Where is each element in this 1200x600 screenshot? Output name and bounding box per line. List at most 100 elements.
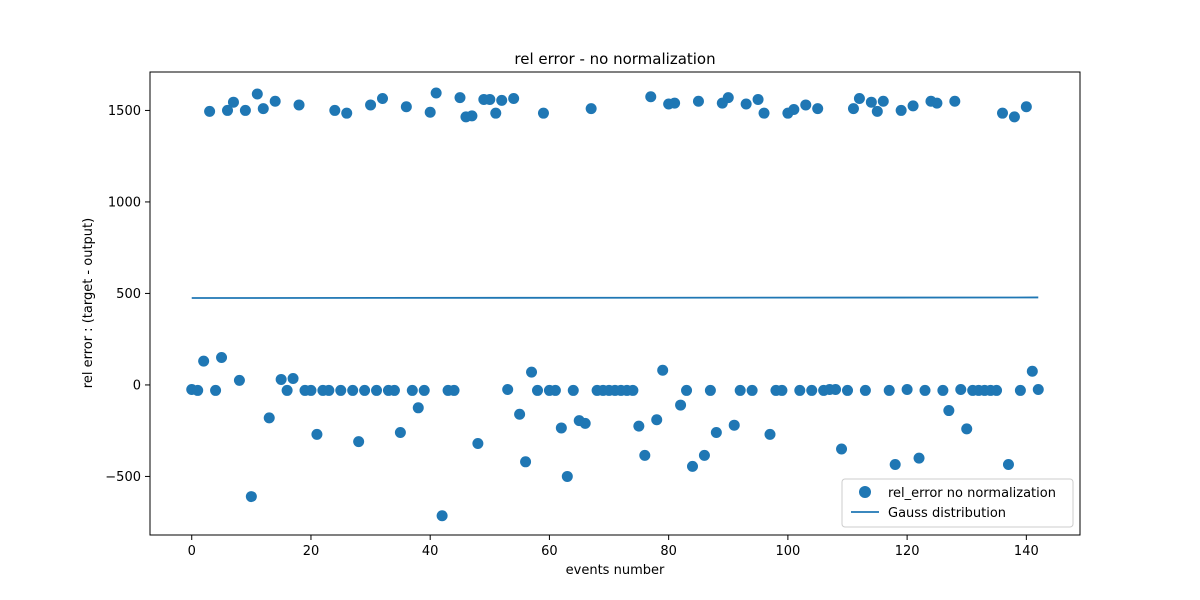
data-point <box>496 94 508 106</box>
data-point <box>263 412 275 424</box>
data-point <box>222 104 233 116</box>
y-tick-label: 0 <box>133 378 141 393</box>
legend-marker-scatter <box>859 486 871 498</box>
x-tick-label: 100 <box>775 544 800 559</box>
data-point <box>490 107 502 119</box>
data-point <box>937 384 949 396</box>
data-point <box>549 384 561 396</box>
data-point <box>639 449 651 461</box>
data-point <box>377 93 388 105</box>
chart-title: rel error - no normalization <box>514 50 715 68</box>
legend-label-scatter: rel_error no normalization <box>888 486 1056 501</box>
data-point <box>1014 384 1026 396</box>
legend-box <box>841 478 1074 528</box>
x-tick-label: 60 <box>541 544 558 559</box>
x-tick-label: 80 <box>660 544 677 559</box>
data-point <box>269 95 281 107</box>
data-point <box>204 105 216 117</box>
data-point <box>931 97 943 109</box>
data-point <box>436 510 448 522</box>
data-point <box>627 384 639 396</box>
data-point <box>1032 384 1044 396</box>
y-axis-label: rel error : (target - output) <box>81 218 96 388</box>
data-point <box>347 384 359 396</box>
rel-error-series <box>186 87 1044 522</box>
data-point <box>687 460 698 472</box>
data-point <box>842 384 853 396</box>
data-point <box>210 384 222 396</box>
data-point <box>245 491 257 503</box>
data-point <box>502 384 514 396</box>
data-point <box>448 384 460 396</box>
data-point <box>520 456 532 468</box>
data-point <box>812 103 824 115</box>
data-point <box>704 384 716 396</box>
data-point <box>794 384 806 396</box>
data-point <box>895 104 907 116</box>
data-point <box>567 384 579 396</box>
data-point <box>722 92 734 104</box>
data-point <box>764 428 776 440</box>
legend-label-line: Gauss distribution <box>888 506 1006 521</box>
data-point <box>955 384 967 396</box>
data-point <box>865 96 877 108</box>
x-tick-label: 40 <box>422 544 439 559</box>
data-point <box>740 98 752 110</box>
data-point <box>532 384 543 396</box>
data-point <box>335 384 347 396</box>
data-point <box>198 355 210 367</box>
data-point <box>424 106 436 118</box>
data-point <box>192 384 204 396</box>
data-point <box>305 384 317 396</box>
data-point <box>579 417 591 429</box>
data-point <box>251 88 263 100</box>
data-point <box>394 427 406 439</box>
data-point <box>997 107 1008 119</box>
data-point <box>275 373 287 385</box>
data-point <box>907 100 919 112</box>
data-point <box>758 107 770 119</box>
data-point <box>418 384 430 396</box>
data-point <box>287 373 299 385</box>
data-point <box>216 351 228 363</box>
data-point <box>227 96 239 108</box>
data-point <box>847 103 859 115</box>
y-tick-label: 500 <box>116 287 141 302</box>
data-point <box>800 99 812 111</box>
data-point <box>281 384 293 396</box>
data-point <box>1008 111 1020 123</box>
data-point <box>901 384 913 396</box>
data-point <box>859 384 871 396</box>
y-tick-label: −500 <box>105 470 141 485</box>
data-point <box>830 384 842 396</box>
data-point <box>365 99 377 111</box>
data-point <box>293 99 305 111</box>
data-point <box>836 443 848 455</box>
data-point <box>919 384 931 396</box>
data-point <box>353 436 365 448</box>
data-point <box>1026 365 1038 377</box>
y-axis-ticks: −500 0 500 1000 1500 <box>105 104 150 485</box>
data-point <box>400 101 412 113</box>
data-point <box>239 104 251 116</box>
data-point <box>406 384 418 396</box>
data-point <box>514 408 526 420</box>
data-point <box>692 95 704 107</box>
data-point <box>991 384 1003 396</box>
data-point <box>359 384 371 396</box>
data-point <box>341 107 353 119</box>
legend: rel_error no normalization Gauss distrib… <box>841 478 1074 528</box>
data-point <box>728 419 740 431</box>
data-point <box>669 97 681 109</box>
data-point <box>484 93 496 105</box>
data-point <box>633 420 645 432</box>
data-point <box>454 92 466 104</box>
data-point <box>883 384 895 396</box>
y-tick-label: 1000 <box>108 195 141 210</box>
data-point <box>877 95 889 107</box>
data-point <box>961 423 973 435</box>
x-tick-label: 140 <box>1014 544 1039 559</box>
data-point <box>710 427 722 439</box>
data-point <box>329 104 341 116</box>
data-point <box>746 384 758 396</box>
